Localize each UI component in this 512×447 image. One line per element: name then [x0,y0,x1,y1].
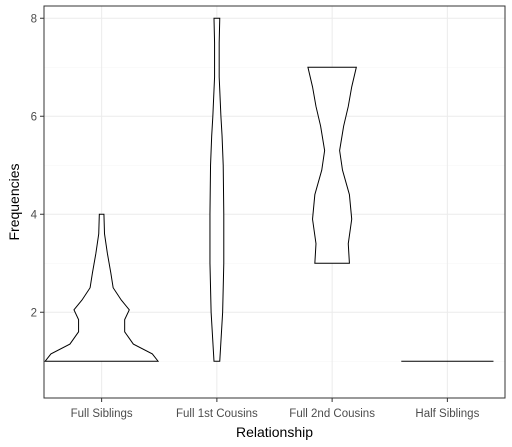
violin-full-2nd-cousins [307,66,357,264]
x-tick-label: Full Siblings [71,408,133,420]
y-tick-label: 8 [31,13,37,25]
y-axis-title: Frequencies [6,163,22,240]
y-tick-label: 2 [31,307,37,319]
x-axis: Full Siblings Full 1st Cousins Full 2nd Co… [71,398,480,420]
y-tick-label: 6 [31,111,37,123]
violins [44,17,494,362]
x-tick-label: Half Siblings [415,408,479,420]
y-axis: 2 4 6 8 [31,13,44,319]
violin-full-siblings [44,213,160,362]
x-axis-title: Relationship [236,424,313,440]
x-tick-label: Full 2nd Cousins [289,408,375,420]
plot-panel-border [43,5,506,399]
y-tick-label: 4 [31,209,38,221]
x-tick-label: Full 1st Cousins [176,408,258,420]
violin-full-1st-cousins [209,17,225,362]
